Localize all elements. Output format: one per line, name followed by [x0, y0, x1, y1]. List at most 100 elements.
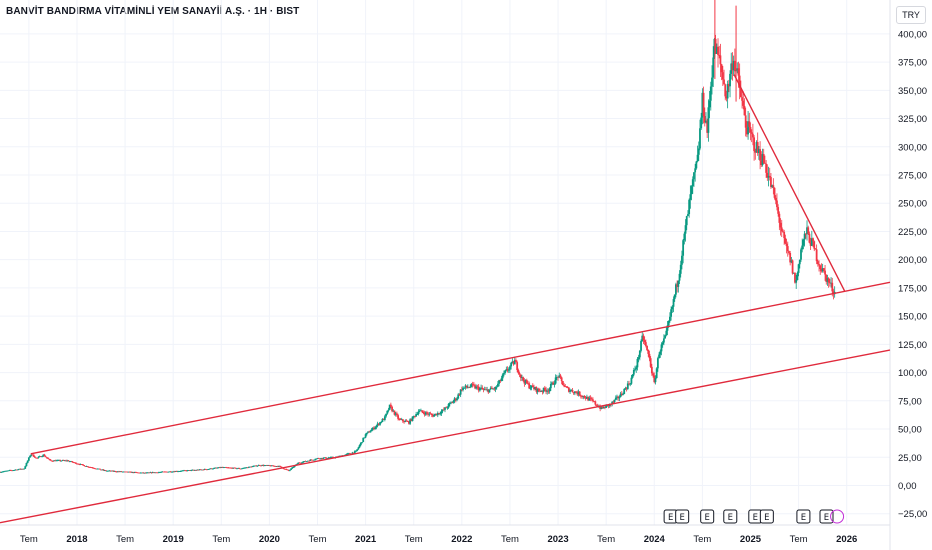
y-tick-label: 200,00	[898, 255, 927, 266]
earnings-event-marker[interactable]: E	[796, 509, 811, 524]
candle-body	[148, 472, 151, 474]
earnings-event-marker[interactable]: E	[723, 509, 738, 524]
candle-body	[644, 342, 647, 346]
candle-body	[359, 442, 362, 446]
candle-body	[257, 465, 260, 466]
candle-body	[533, 387, 535, 390]
candle-body	[35, 457, 37, 459]
candle-body	[439, 413, 442, 415]
candle-body	[669, 316, 671, 321]
candle-body	[139, 472, 142, 474]
candle-body	[594, 401, 597, 405]
candle-body	[48, 458, 51, 460]
candle-body	[304, 461, 307, 462]
y-tick-label: 400,00	[898, 29, 927, 40]
candle-body	[394, 413, 397, 415]
candle-body	[367, 431, 369, 433]
x-tick-label: 2024	[644, 534, 666, 545]
candle-body	[802, 239, 805, 246]
candle-body	[0, 472, 3, 473]
candle-body	[457, 394, 460, 399]
candle-body	[816, 261, 819, 265]
candle-body	[274, 465, 277, 467]
candle-body	[687, 214, 689, 217]
y-axis: 400,00 375,00 350,00 325,00 300,00 275,00 250,…	[898, 29, 927, 520]
candle-body	[392, 410, 395, 412]
candle-body	[635, 367, 638, 370]
candle-body	[377, 423, 380, 425]
candle-body	[220, 467, 223, 469]
candle-body	[248, 466, 250, 468]
candle-body	[267, 465, 270, 466]
candle-body	[587, 396, 590, 401]
candle-body	[536, 388, 539, 392]
candle-body	[353, 451, 356, 454]
candle-body	[424, 412, 427, 415]
candle-body	[2, 471, 5, 473]
earnings-event-marker[interactable]: E	[759, 509, 774, 524]
candle-body	[41, 456, 43, 458]
candle-body	[721, 72, 724, 80]
candle-body	[427, 413, 430, 415]
candle-body	[166, 471, 169, 473]
candle-body	[112, 470, 114, 472]
candle-body	[803, 233, 806, 240]
earnings-event-marker[interactable]: E	[819, 509, 834, 524]
candle-body	[717, 46, 719, 55]
x-tick-label: 2023	[547, 534, 568, 545]
dividend-event-marker[interactable]	[830, 509, 845, 524]
candle-body	[813, 241, 816, 249]
candle-body	[666, 325, 669, 331]
candle-body	[725, 96, 728, 99]
candle-body	[505, 369, 508, 371]
candle-body	[659, 351, 662, 355]
earnings-event-marker[interactable]: E	[700, 509, 715, 524]
candle-body	[109, 470, 112, 472]
candle-body	[221, 467, 224, 469]
candle-body	[540, 391, 543, 392]
candle-body	[491, 387, 493, 389]
candle-body	[12, 470, 15, 472]
candle-body	[636, 358, 639, 368]
trendline-channel-upper	[30, 281, 891, 455]
candle-body	[239, 468, 242, 470]
candle-body	[308, 460, 310, 462]
candle-body	[388, 404, 391, 410]
candle-body	[32, 454, 35, 457]
candle-body	[20, 468, 23, 470]
candle-body	[165, 471, 167, 473]
candle-body	[566, 387, 569, 389]
candle-body	[447, 403, 450, 408]
candle-body	[715, 46, 718, 54]
candle-body	[503, 372, 505, 375]
candle-body	[203, 469, 206, 470]
candle-body	[426, 412, 428, 414]
candle-body	[486, 389, 488, 391]
candle-body	[653, 375, 656, 383]
candle-body	[309, 459, 312, 461]
candle-body	[209, 468, 212, 470]
candle-body	[104, 470, 107, 472]
earnings-event-marker[interactable]: E	[675, 509, 690, 524]
candle-body	[513, 360, 516, 365]
candle-body	[733, 60, 736, 72]
candle-body	[72, 462, 75, 463]
candle-body	[56, 460, 59, 461]
candle-body	[583, 395, 586, 398]
candle-body	[268, 465, 271, 466]
candle-body	[545, 389, 547, 392]
candle-body	[365, 432, 368, 435]
candle-body	[90, 467, 93, 469]
candle-body	[790, 260, 793, 263]
y-tick-label: 0,00	[898, 481, 917, 492]
candle-body	[468, 387, 470, 389]
candle-body	[280, 466, 283, 468]
candle-body	[650, 366, 653, 374]
currency-badge[interactable]: TRY	[896, 6, 926, 24]
candle-body	[214, 467, 217, 469]
candle-body	[416, 414, 419, 415]
candle-body	[595, 404, 598, 406]
candle-body	[774, 197, 777, 201]
